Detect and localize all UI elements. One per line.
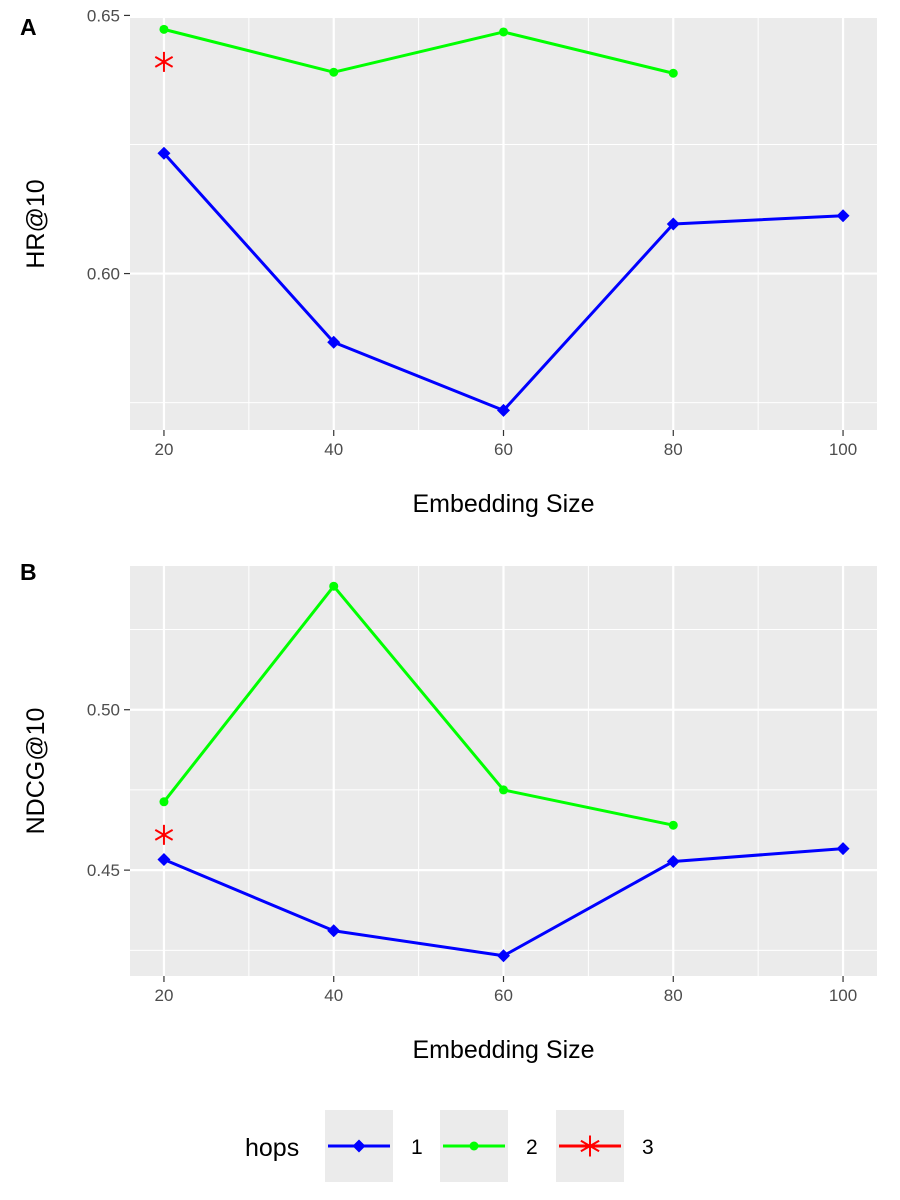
data-point [329,67,339,77]
series-1 [157,842,850,963]
data-point-stroke [154,56,174,68]
legend-item-3: 3 [556,1110,654,1182]
data-point [666,854,680,868]
data-point [499,27,508,37]
x-tick-label: 40 [324,440,343,459]
panel-tag: A [20,14,37,40]
x-tick-label: 20 [154,440,173,459]
data-point [154,824,174,845]
data-point [159,797,169,807]
legend-key-marker [469,1141,479,1151]
data-point [154,51,174,72]
data-point [836,209,850,223]
y-tick-label: 0.50 [87,701,120,720]
data-point [159,24,169,34]
data-point [329,581,339,591]
legend-item-1: 1 [325,1110,423,1182]
legend: hops 1 2 3 [245,1110,654,1182]
legend-key-marker [580,1135,600,1157]
series-3 [154,51,174,72]
series-line [163,27,674,75]
y-axis-title: HR@10 [22,179,50,268]
series-2 [159,24,678,78]
data-point [836,842,850,856]
x-tick-label: 40 [324,986,343,1005]
y-tick-label: 0.65 [87,6,120,25]
legend-label: 2 [526,1136,538,1159]
x-tick-label: 80 [664,986,683,1005]
legend-key-marker [352,1139,366,1153]
x-tick-label: 20 [154,986,173,1005]
panel-b: 20 40 60 80 100 0.45 0.50 Embedding Size NDCG@10… [20,559,877,1064]
data-point [327,924,341,938]
y-axis-title: NDCG@10 [22,708,50,835]
data-point [668,68,678,78]
series-1 [157,146,850,417]
x-axis-title: Embedding Size [412,1036,594,1064]
y-tick-label: 0.45 [87,861,120,880]
x-axis-title: Embedding Size [412,490,594,518]
panel-a: 20 40 60 80 100 0.60 0.65 Embedding Size HR@10 A [20,6,877,518]
data-point [327,335,341,349]
legend-label: 3 [642,1136,654,1159]
series-2 [159,581,678,830]
legend-item-2: 2 [440,1110,538,1182]
legend-title: hops [245,1134,299,1162]
data-point [668,820,678,830]
x-tick-label: 100 [829,440,857,459]
data-point [497,403,510,417]
data-point-stroke [154,828,174,841]
y-tick-label: 0.60 [87,265,120,284]
series-3 [154,824,174,845]
data-point [499,785,508,795]
series-line [162,584,674,827]
data-point [157,146,171,160]
x-tick-label: 100 [829,986,857,1005]
data-point [497,949,510,963]
legend-label: 1 [411,1136,423,1159]
legend-key-marker-stroke [580,1139,600,1153]
data-point [157,853,171,867]
panel-tag: B [20,559,37,585]
x-tick-label: 80 [664,440,683,459]
x-tick-label: 60 [494,986,513,1005]
data-point [666,217,680,231]
x-tick-label: 60 [494,440,513,459]
